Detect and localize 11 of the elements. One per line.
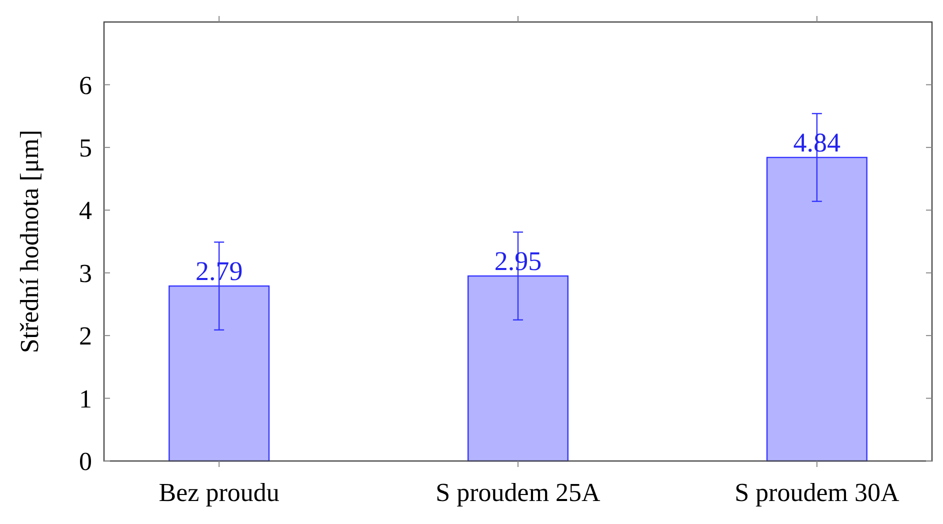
y-tick-label: 2 [79, 322, 92, 351]
x-tick-label: S proudem 30A [734, 478, 900, 507]
y-tick-label: 4 [79, 196, 92, 226]
y-tick-label: 1 [79, 384, 92, 414]
y-axis-title: Střední hodnota [μm] [15, 130, 44, 354]
y-tick-label: 3 [79, 258, 92, 288]
x-tick-label: S proudem 25A [436, 478, 601, 507]
y-tick-label: 5 [79, 134, 92, 163]
x-tick-label: Bez proudu [158, 478, 280, 507]
y-tick-label: 0 [79, 447, 92, 476]
y-tick-label: 6 [79, 70, 92, 100]
